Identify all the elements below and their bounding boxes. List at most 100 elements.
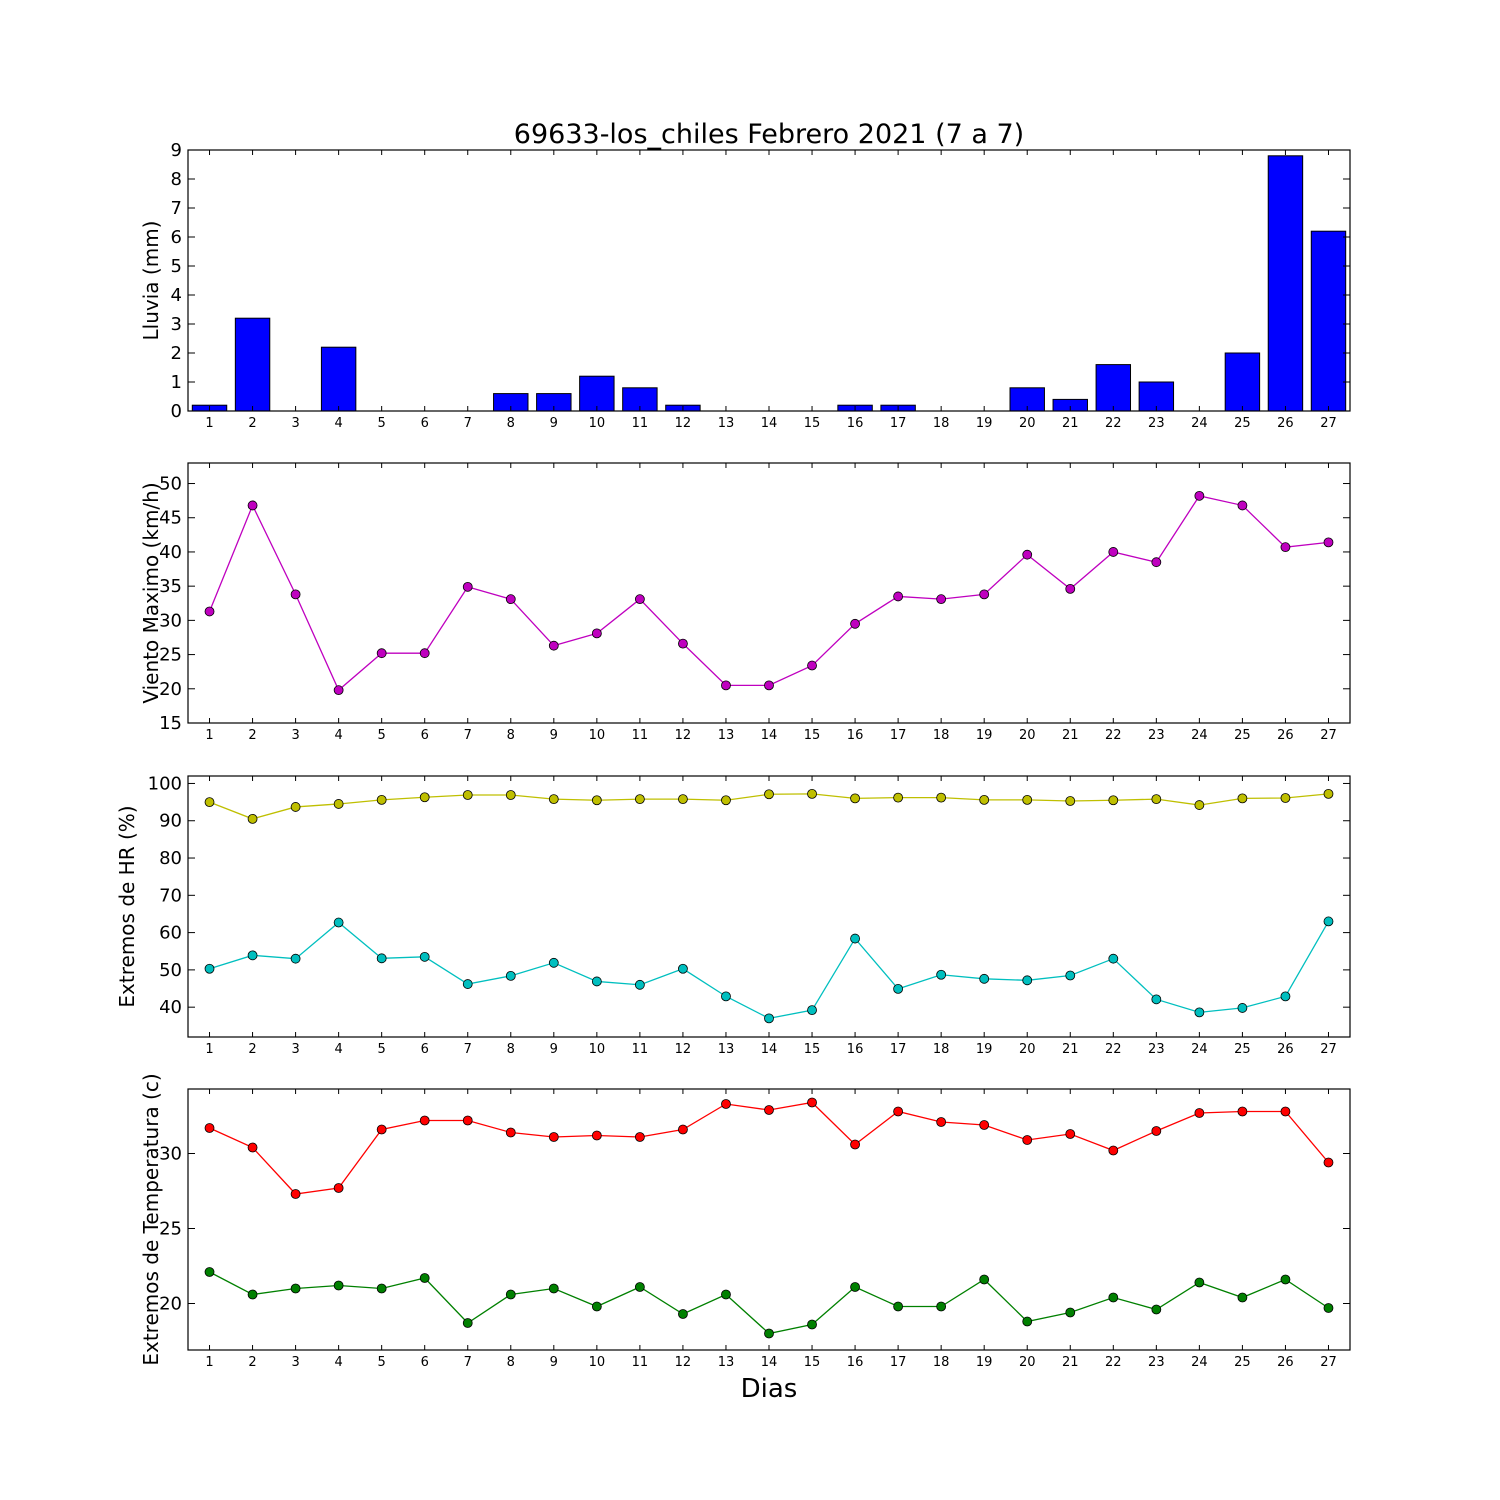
data-point-series-1-day-17 bbox=[893, 1106, 904, 1117]
data-point-series-1-day-4 bbox=[333, 799, 344, 809]
y-tick-label: 1 bbox=[171, 372, 182, 393]
x-tick-label: 21 bbox=[1062, 728, 1079, 743]
y-tick-label: 2 bbox=[171, 343, 182, 364]
data-point-series-1-day-2 bbox=[247, 813, 258, 824]
data-point-series-2-day-27 bbox=[1323, 916, 1334, 927]
x-tick-label: 10 bbox=[589, 728, 606, 743]
data-point-series-2-day-17 bbox=[893, 984, 904, 994]
data-point-series-2-day-8 bbox=[505, 1289, 516, 1300]
x-tick-label: 25 bbox=[1234, 728, 1251, 743]
x-tick-label: 5 bbox=[378, 1042, 386, 1057]
data-point-series-2-day-21 bbox=[1065, 1307, 1076, 1318]
data-point-series-2-day-20 bbox=[1022, 1316, 1033, 1327]
x-tick-label: 6 bbox=[421, 1042, 429, 1057]
x-tick-label: 9 bbox=[550, 1042, 558, 1057]
x-tick-label: 17 bbox=[890, 1355, 907, 1370]
data-point-series-2-day-7 bbox=[462, 1318, 473, 1328]
y-tick-label: 6 bbox=[171, 227, 182, 248]
data-point-series-1-day-19 bbox=[979, 1120, 990, 1130]
y-tick-label: 40 bbox=[159, 997, 182, 1018]
x-tick-label: 3 bbox=[291, 416, 299, 431]
panel-3: 1 2 3 4 5 6 7 8 9 10 11 12 13 14 15 16 17 18 19 20 21 22 23 24 2… bbox=[115, 773, 1351, 1057]
data-point-series-1-day-16 bbox=[850, 618, 860, 629]
x-tick-label: 7 bbox=[464, 1355, 472, 1370]
data-point-series-2-day-15 bbox=[807, 1319, 817, 1330]
data-point-series-1-day-12 bbox=[678, 1124, 688, 1135]
data-point-series-1-day-27 bbox=[1323, 1157, 1334, 1168]
y-tick-label: 50 bbox=[159, 960, 182, 981]
data-point-series-2-day-4 bbox=[333, 1280, 344, 1291]
x-tick-label: 9 bbox=[550, 1355, 558, 1370]
data-point-series-1-day-10 bbox=[591, 1130, 602, 1141]
data-point-series-1-day-6 bbox=[419, 648, 430, 659]
x-tick-label: 1 bbox=[205, 1355, 213, 1370]
data-point-series-1-day-7 bbox=[462, 581, 473, 592]
data-point-series-1-day-25 bbox=[1237, 500, 1248, 511]
x-tick-label: 9 bbox=[550, 416, 558, 431]
data-point-series-1-day-23 bbox=[1151, 1126, 1162, 1136]
data-point-series-1-day-8 bbox=[505, 790, 516, 800]
y-tick-label: 45 bbox=[159, 508, 182, 529]
data-point-series-1-day-23 bbox=[1151, 794, 1162, 805]
x-tick-label: 14 bbox=[761, 416, 778, 431]
data-point-series-2-day-27 bbox=[1323, 1303, 1334, 1313]
x-tick-label: 27 bbox=[1320, 1355, 1337, 1370]
y-tick-label: 60 bbox=[159, 923, 182, 944]
x-tick-label: 6 bbox=[421, 728, 429, 743]
data-point-series-1-day-14 bbox=[764, 680, 774, 691]
x-tick-label: 1 bbox=[205, 416, 213, 431]
x-tick-label: 4 bbox=[334, 1042, 342, 1057]
x-tick-label: 2 bbox=[248, 728, 256, 743]
data-point-series-1-day-18 bbox=[936, 1117, 947, 1127]
data-point-series-1-day-21 bbox=[1065, 583, 1076, 594]
x-tick-label: 20 bbox=[1019, 728, 1036, 743]
x-tick-label: 8 bbox=[507, 416, 515, 431]
x-tick-label: 17 bbox=[890, 728, 907, 743]
data-point-series-1-day-23 bbox=[1151, 557, 1162, 568]
data-point-series-2-day-22 bbox=[1108, 1292, 1119, 1303]
data-point-series-1-day-11 bbox=[634, 794, 645, 805]
data-point-series-2-day-22 bbox=[1108, 953, 1119, 964]
bar-day-27 bbox=[1310, 230, 1347, 412]
x-tick-label: 19 bbox=[976, 728, 993, 743]
data-point-series-1-day-1 bbox=[204, 1123, 215, 1133]
x-tick-label: 15 bbox=[804, 1042, 821, 1057]
x-tick-label: 24 bbox=[1191, 1355, 1208, 1370]
x-tick-label: 18 bbox=[933, 1042, 950, 1057]
x-tick-label: 5 bbox=[378, 1355, 386, 1370]
data-point-series-1-day-24 bbox=[1194, 490, 1205, 501]
data-point-series-1-day-25 bbox=[1237, 1106, 1248, 1117]
x-tick-label: 22 bbox=[1105, 1355, 1122, 1370]
bar-day-26 bbox=[1267, 155, 1304, 412]
x-tick-label: 25 bbox=[1234, 416, 1251, 431]
panel-2: 1 2 3 4 5 6 7 8 9 10 11 12 13 14 15 16 17 18 19 20 21 22 23 24 2… bbox=[139, 462, 1351, 743]
data-point-series-1-day-12 bbox=[678, 794, 688, 805]
x-tick-label: 9 bbox=[550, 728, 558, 743]
data-point-series-1-day-13 bbox=[721, 680, 731, 691]
data-point-series-1-day-9 bbox=[548, 1132, 559, 1142]
data-point-series-2-day-15 bbox=[807, 1005, 817, 1016]
x-tick-label: 3 bbox=[291, 728, 299, 743]
x-tick-label: 16 bbox=[847, 1355, 864, 1370]
x-tick-label: 19 bbox=[976, 1355, 993, 1370]
data-point-series-1-day-5 bbox=[376, 1124, 387, 1135]
bar-day-22 bbox=[1095, 364, 1132, 412]
y-tick-label: 4 bbox=[171, 285, 182, 306]
x-tick-label: 12 bbox=[675, 1355, 692, 1370]
data-point-series-2-day-3 bbox=[290, 1283, 301, 1294]
data-point-series-1-day-5 bbox=[376, 794, 387, 805]
data-point-series-2-day-6 bbox=[419, 951, 430, 962]
data-point-series-1-day-8 bbox=[505, 1127, 516, 1138]
x-tick-label: 23 bbox=[1148, 416, 1165, 431]
x-tick-label: 17 bbox=[890, 1042, 907, 1057]
data-point-series-1-day-1 bbox=[204, 797, 215, 807]
bar-day-25 bbox=[1224, 352, 1261, 412]
x-tick-label: 27 bbox=[1320, 1042, 1337, 1057]
x-tick-label: 10 bbox=[589, 1042, 606, 1057]
x-tick-label: 22 bbox=[1105, 728, 1122, 743]
data-point-series-1-day-16 bbox=[850, 1139, 860, 1150]
x-tick-label: 5 bbox=[378, 728, 386, 743]
x-tick-label: 17 bbox=[890, 416, 907, 431]
panels: 1 2 3 4 5 6 7 8 9 10 11 12 13 14 15 16 17 18 19 20 21 22 23 24 2… bbox=[115, 140, 1351, 1370]
data-point-series-2-day-12 bbox=[678, 1309, 688, 1319]
